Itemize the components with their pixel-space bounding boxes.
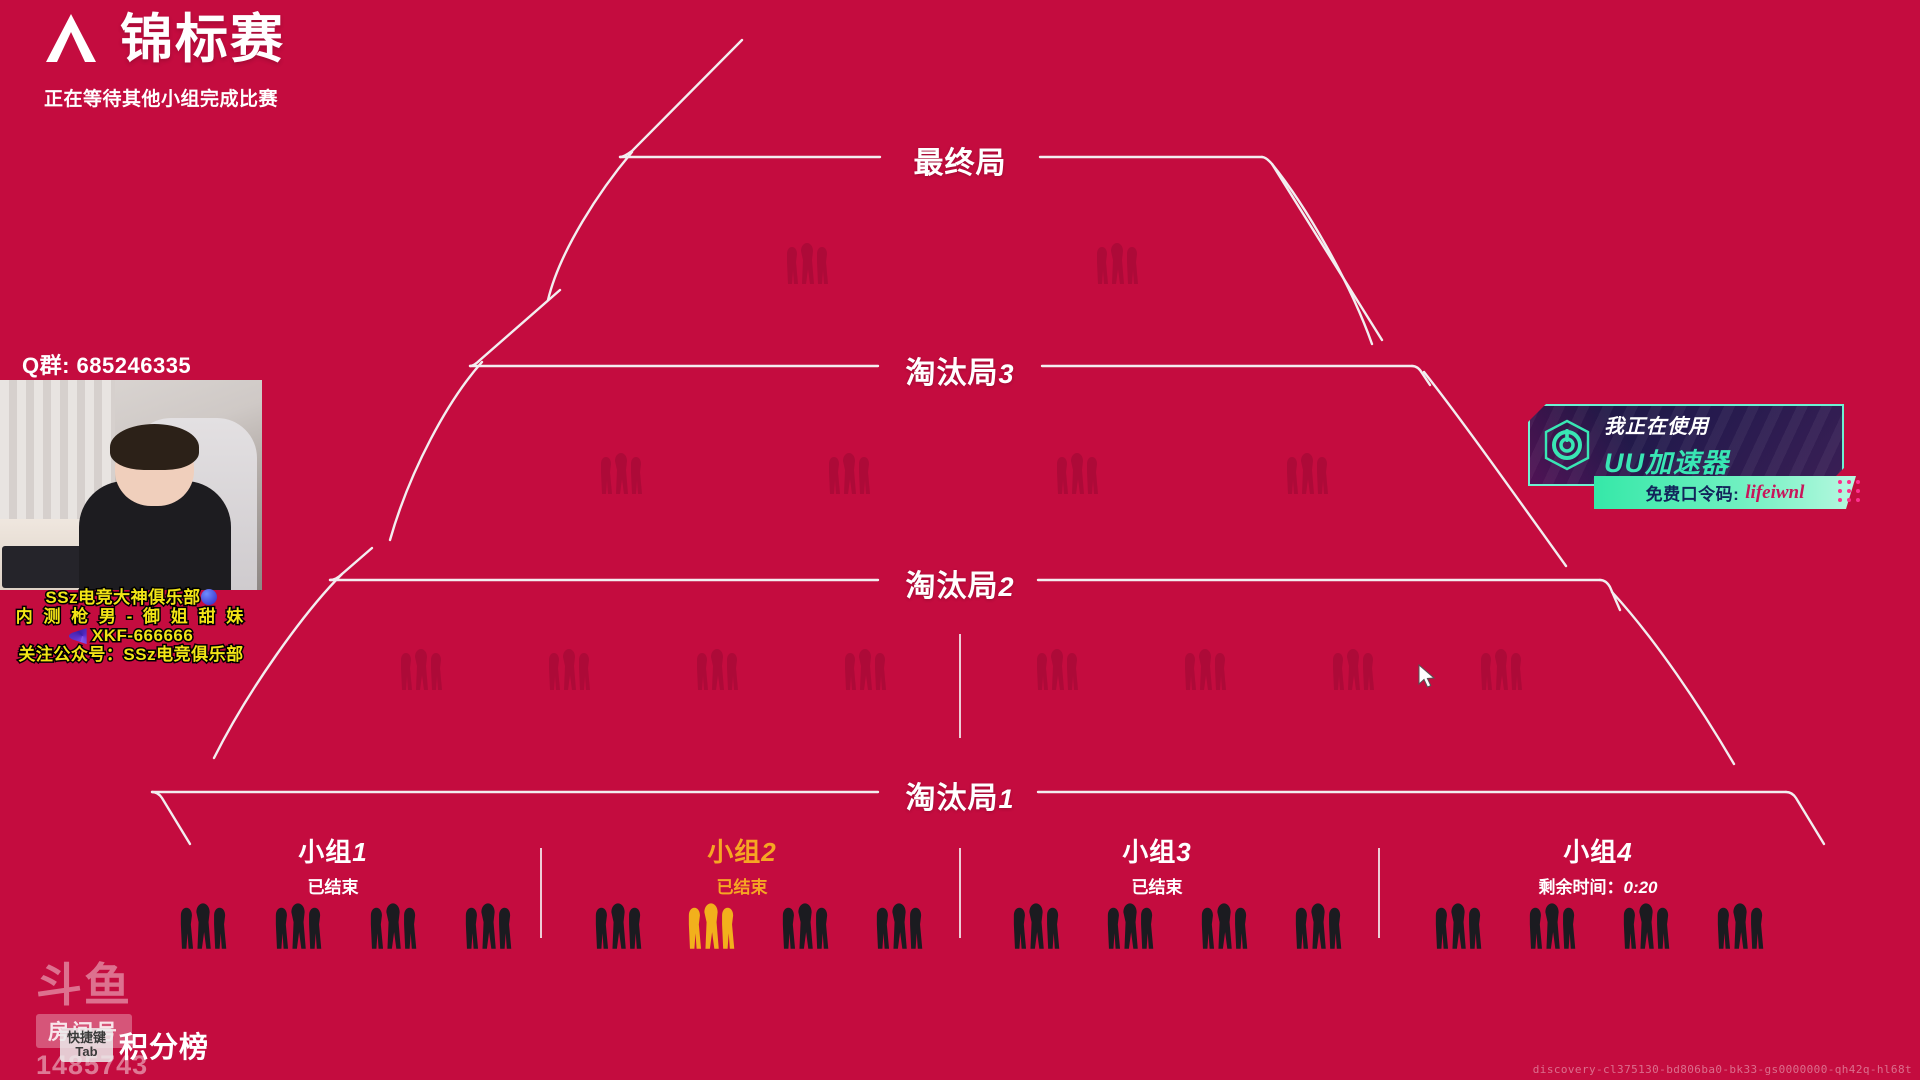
streamer-webcam — [0, 380, 262, 590]
team-slot-g1-1 — [170, 900, 236, 962]
round-label-elim3: 淘汰局3 — [905, 357, 1015, 390]
team-slot-elim2-2 — [540, 646, 598, 702]
team-slot-elim2-3 — [688, 646, 746, 702]
team-slot-g4-4 — [1707, 900, 1773, 962]
team-slot-g2-3 — [772, 900, 838, 962]
group-divider-3-4 — [1378, 848, 1380, 938]
group-col-1[interactable]: 小组1 已结束 — [298, 832, 367, 898]
bracket-center-divider — [959, 634, 961, 738]
uu-line-2: UU加速器 — [1604, 448, 1729, 478]
team-slot-elim2-6 — [1176, 646, 1234, 702]
group-status-1: 已结束 — [307, 878, 359, 897]
team-slot-g1-4 — [455, 900, 521, 962]
promo-line-4: 关注公众号：SSz电竞俱乐部 — [17, 644, 245, 666]
uu-decor-dots — [1838, 480, 1864, 506]
group-col-3[interactable]: 小组3 已结束 — [1122, 832, 1191, 898]
douyu-logo: 斗鱼 — [36, 959, 132, 1011]
uu-line-1: 我正在使用 — [1604, 416, 1709, 438]
team-slot-g3-1 — [1003, 900, 1069, 962]
group-title-4: 小组4 — [1563, 837, 1633, 867]
header: 锦标赛 正在等待其他小组完成比赛 — [40, 8, 285, 111]
status-subtitle: 正在等待其他小组完成比赛 — [44, 89, 279, 110]
leaderboard-hint[interactable]: 快捷键 Tab 积分榜 — [60, 1024, 209, 1066]
wechat-badge-icon — [200, 589, 217, 605]
leaderboard-label: 积分榜 — [119, 1032, 210, 1064]
promo-line-3: XKF-666666 — [0, 625, 262, 647]
team-slot-elim2-4 — [836, 646, 894, 702]
group-col-4[interactable]: 小组4 剩余时间：0:20 — [1538, 832, 1657, 898]
team-slot-g1-3 — [360, 900, 426, 962]
header-logo-row: 锦标赛 — [40, 8, 285, 70]
team-slot-elim3-4 — [1278, 450, 1336, 506]
team-slot-final-2 — [1088, 240, 1146, 296]
promo-line-2: 内 测 枪 男 - 御 姐 甜 妹 — [14, 606, 247, 628]
team-slot-elim2-5 — [1028, 646, 1086, 702]
uu-code-label: 免费口令码: — [1645, 485, 1740, 504]
group-divider-1-2 — [540, 848, 542, 938]
team-slot-g3-4 — [1285, 900, 1351, 962]
uu-banner-body: 我正在使用 UU加速器 — [1528, 404, 1844, 486]
webcam-mousepad — [2, 546, 92, 588]
megaphone-icon — [68, 628, 87, 645]
group-title-1: 小组1 — [298, 837, 368, 867]
qq-group-label: Q群: 685246335 — [22, 353, 192, 378]
team-slot-elim3-1 — [592, 450, 650, 506]
group-status-3: 已结束 — [1131, 878, 1183, 897]
uu-text-block: 我正在使用 UU加速器 — [1604, 410, 1729, 480]
group-divider-2-3 — [959, 848, 961, 938]
team-slot-g4-1 — [1425, 900, 1491, 962]
page-title: 锦标赛 — [120, 9, 285, 69]
round-label-final: 最终局 — [913, 147, 1007, 180]
team-slot-g2-1 — [585, 900, 651, 962]
team-slot-g2-2-own-team — [678, 900, 744, 962]
team-slot-elim3-3 — [1048, 450, 1106, 506]
team-slot-elim3-2 — [820, 450, 878, 506]
group-title-2: 小组2 — [707, 837, 777, 867]
round-label-elim2: 淘汰局2 — [905, 570, 1015, 603]
group-status-2: 已结束 — [716, 878, 768, 897]
team-slot-g4-2 — [1519, 900, 1585, 962]
mouse-cursor — [1418, 664, 1436, 688]
group-4-timer: 0:20 — [1623, 878, 1658, 897]
uu-accelerator-banner[interactable]: 我正在使用 UU加速器 免费口令码: lifeiwnl — [1528, 404, 1860, 512]
group-status-4: 剩余时间：0:20 — [1538, 878, 1658, 897]
team-slot-g2-4 — [866, 900, 932, 962]
round-label-elim1: 淘汰局1 — [905, 782, 1015, 815]
team-slot-g1-2 — [265, 900, 331, 962]
group-col-2[interactable]: 小组2 已结束 — [707, 832, 776, 898]
mountain-logo-icon — [46, 14, 96, 62]
team-slot-g3-3 — [1191, 900, 1257, 962]
uu-code-value: lifeiwnl — [1745, 481, 1805, 503]
trace-id-watermark: discovery-cl375130-bd806ba0-bk33-gs00000… — [1532, 1063, 1912, 1076]
group-title-3: 小组3 — [1122, 837, 1192, 867]
hotkey-chip: 快捷键 Tab — [60, 1027, 114, 1063]
team-slot-elim2-1 — [392, 646, 450, 702]
promo-overlay: SSz电竞大神俱乐部 内 测 枪 男 - 御 姐 甜 妹 XKF-666666 … — [0, 587, 262, 666]
team-slot-elim2-8 — [1472, 646, 1530, 702]
uu-code-bar: 免费口令码: lifeiwnl — [1594, 476, 1856, 509]
uu-power-icon — [1540, 418, 1594, 472]
team-slot-g3-2 — [1097, 900, 1163, 962]
promo-line-1: SSz电竞大神俱乐部 — [0, 587, 262, 609]
webcam-person-hair — [110, 424, 200, 471]
team-slot-elim2-7 — [1324, 646, 1382, 702]
team-slot-final-1 — [778, 240, 836, 296]
team-slot-g4-3 — [1613, 900, 1679, 962]
